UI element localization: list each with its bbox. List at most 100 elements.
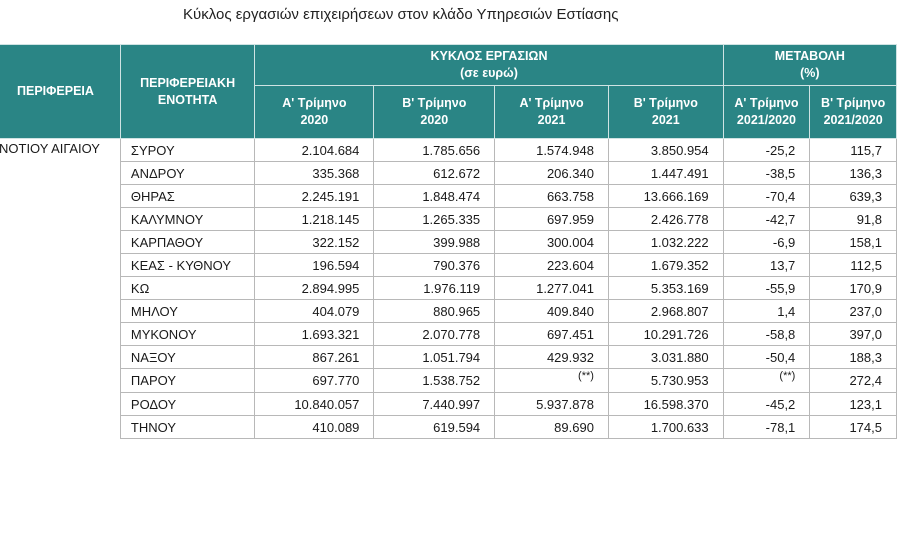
cell-q2-2021: 1.679.352 xyxy=(607,253,724,277)
cell-q2-2021: 1.447.491 xyxy=(607,161,724,185)
cell-change-q1: -42,7 xyxy=(722,207,811,231)
cell-q2-2020: 1.538.752 xyxy=(373,368,496,393)
cell-q1-2021: (**) xyxy=(494,368,609,393)
cell-q1-2020: 2.104.684 xyxy=(254,138,375,162)
cell-change-q1: -6,9 xyxy=(722,230,811,254)
cell-change-q1: 1,4 xyxy=(722,299,811,323)
cell-q2-2020: 790.376 xyxy=(373,253,496,277)
cell-q2-2021: 1.700.633 xyxy=(607,415,724,439)
cell-q2-2021: 16.598.370 xyxy=(607,392,724,416)
cell-q1-2021: 300.004 xyxy=(494,230,609,254)
table-body: ΝΟΤΙΟΥ ΑΙΓΑΙΟΥ ΣΥΡΟΥ 2.104.684 1.785.656 1.5… xyxy=(0,138,897,439)
cell-q1-2021: 223.604 xyxy=(494,253,609,277)
cell-q1-2021: 1.277.041 xyxy=(494,276,609,300)
cell-q2-2021: 2.968.807 xyxy=(607,299,724,323)
regional-unit-cell: ΜΗΛΟΥ xyxy=(119,299,256,323)
cell-q1-2020: 697.770 xyxy=(254,368,375,393)
regional-unit-cell: ΑΝΔΡΟΥ xyxy=(119,161,256,185)
table-title: Κύκλος εργασιών επιχειρήσεων στον κλάδο … xyxy=(183,6,619,23)
cell-q1-2021: 697.451 xyxy=(494,322,609,346)
header-regional-unit: ΠΕΡΙΦΕΡΕΙΑΚΗ ΕΝΟΤΗΤΑ xyxy=(119,44,256,139)
cell-q2-2020: 2.070.778 xyxy=(373,322,496,346)
cell-change-q1: -38,5 xyxy=(722,161,811,185)
header-col-q2-2021: Β' Τρίμηνο 2021 xyxy=(607,85,724,139)
cell-q2-2021: 5.353.169 xyxy=(607,276,724,300)
cell-q2-2020: 7.440.997 xyxy=(373,392,496,416)
table-row: ΤΗΝΟΥ 410.089 619.594 89.690 1.700.633 -78,1 1… xyxy=(0,415,897,439)
table-row: ΘΗΡΑΣ 2.245.191 1.848.474 663.758 13.666.169… xyxy=(0,184,897,208)
cell-q2-2020: 1.265.335 xyxy=(373,207,496,231)
cell-change-q2: 91,8 xyxy=(809,207,897,231)
header-region: ΠΕΡΙΦΕΡΕΙΑ xyxy=(0,44,121,139)
regional-unit-cell: ΝΑΞΟΥ xyxy=(119,345,256,369)
cell-q2-2021: 3.850.954 xyxy=(607,138,724,162)
cell-q1-2020: 1.218.145 xyxy=(254,207,375,231)
header-change: ΜΕΤΑΒΟΛΗ (%) xyxy=(722,44,898,86)
turnover-table: ΠΕΡΙΦΕΡΕΙΑ ΠΕΡΙΦΕΡΕΙΑΚΗ ΕΝΟΤΗΤΑ ΚΥΚΛΟΣ ΕΡ… xyxy=(0,44,898,439)
cell-q1-2021: 89.690 xyxy=(494,415,609,439)
header-col-q1-2020: Α' Τρίμηνο 2020 xyxy=(254,85,375,139)
cell-q1-2020: 2.894.995 xyxy=(254,276,375,300)
cell-change-q1: -45,2 xyxy=(722,392,811,416)
table-row: ΜΗΛΟΥ 404.079 880.965 409.840 2.968.807 1,4 23… xyxy=(0,299,897,323)
cell-change-q2: 136,3 xyxy=(809,161,897,185)
cell-q1-2021: 697.959 xyxy=(494,207,609,231)
cell-q2-2021: 10.291.726 xyxy=(607,322,724,346)
regional-unit-cell: ΚΩ xyxy=(119,276,256,300)
regional-unit-cell: ΤΗΝΟΥ xyxy=(119,415,256,439)
cell-q2-2020: 399.988 xyxy=(373,230,496,254)
header-col-change-q1: Α' Τρίμηνο 2021/2020 xyxy=(722,85,811,139)
cell-change-q1: -70,4 xyxy=(722,184,811,208)
cell-q1-2020: 1.693.321 xyxy=(254,322,375,346)
cell-change-q1: -55,9 xyxy=(722,276,811,300)
cell-q2-2020: 1.785.656 xyxy=(373,138,496,162)
regional-unit-cell: ΘΗΡΑΣ xyxy=(119,184,256,208)
table-row: ΝΟΤΙΟΥ ΑΙΓΑΙΟΥ ΣΥΡΟΥ 2.104.684 1.785.656 1.5… xyxy=(0,138,897,439)
table-row: ΚΑΛΥΜΝΟΥ 1.218.145 1.265.335 697.959 2.426.7… xyxy=(0,207,897,231)
cell-q1-2021: 5.937.878 xyxy=(494,392,609,416)
cell-change-q2: 115,7 xyxy=(809,138,897,162)
table-row: ΚΩ 2.894.995 1.976.119 1.277.041 5.353.169 -5… xyxy=(0,276,897,300)
table-row: ΚΕΑΣ - ΚΥΘΝΟΥ 196.594 790.376 223.604 1.679.… xyxy=(0,253,897,277)
regional-unit-cell: ΠΑΡΟΥ xyxy=(119,368,256,393)
header-turnover: ΚΥΚΛΟΣ ΕΡΓΑΣΙΩΝ (σε ευρώ) xyxy=(254,44,724,86)
cell-change-q2: 158,1 xyxy=(809,230,897,254)
cell-q1-2020: 335.368 xyxy=(254,161,375,185)
cell-change-q1: 13,7 xyxy=(722,253,811,277)
cell-q1-2020: 2.245.191 xyxy=(254,184,375,208)
cell-q1-2020: 404.079 xyxy=(254,299,375,323)
cell-q1-2021: 663.758 xyxy=(494,184,609,208)
table-row: ΡΟΔΟΥ 10.840.057 7.440.997 5.937.878 16.598.… xyxy=(0,392,897,416)
cell-q2-2020: 1.051.794 xyxy=(373,345,496,369)
cell-change-q2: 112,5 xyxy=(809,253,897,277)
cell-q2-2021: 3.031.880 xyxy=(607,345,724,369)
table-row: ΠΑΡΟΥ 697.770 1.538.752 (**) 5.730.953 (**) 27… xyxy=(0,368,897,393)
cell-q2-2021: 1.032.222 xyxy=(607,230,724,254)
regional-unit-cell: ΜΥΚΟΝΟΥ xyxy=(119,322,256,346)
cell-q2-2020: 612.672 xyxy=(373,161,496,185)
cell-q1-2020: 867.261 xyxy=(254,345,375,369)
cell-change-q2: 272,4 xyxy=(809,368,897,393)
cell-q2-2020: 1.976.119 xyxy=(373,276,496,300)
cell-change-q2: 188,3 xyxy=(809,345,897,369)
table-row: ΑΝΔΡΟΥ 335.368 612.672 206.340 1.447.491 -38,… xyxy=(0,161,897,185)
cell-q1-2020: 322.152 xyxy=(254,230,375,254)
cell-q2-2020: 619.594 xyxy=(373,415,496,439)
cell-change-q1: -50,4 xyxy=(722,345,811,369)
cell-q2-2020: 880.965 xyxy=(373,299,496,323)
cell-change-q1: -58,8 xyxy=(722,322,811,346)
cell-q2-2021: 13.666.169 xyxy=(607,184,724,208)
cell-q1-2020: 196.594 xyxy=(254,253,375,277)
region-cell: ΝΟΤΙΟΥ ΑΙΓΑΙΟΥ xyxy=(0,138,121,439)
table-row: ΚΑΡΠΑΘΟΥ 322.152 399.988 300.004 1.032.222 -6… xyxy=(0,230,897,254)
cell-change-q2: 170,9 xyxy=(809,276,897,300)
regional-unit-cell: ΚΑΛΥΜΝΟΥ xyxy=(119,207,256,231)
cell-change-q2: 397,0 xyxy=(809,322,897,346)
header-col-change-q2: Β' Τρίμηνο 2021/2020 xyxy=(809,85,897,139)
regional-unit-cell: ΣΥΡΟΥ xyxy=(119,138,256,162)
regional-unit-cell: ΚΕΑΣ - ΚΥΘΝΟΥ xyxy=(119,253,256,277)
cell-change-q1: -25,2 xyxy=(722,138,811,162)
cell-q2-2020: 1.848.474 xyxy=(373,184,496,208)
cell-q1-2021: 1.574.948 xyxy=(494,138,609,162)
cell-q1-2021: 429.932 xyxy=(494,345,609,369)
